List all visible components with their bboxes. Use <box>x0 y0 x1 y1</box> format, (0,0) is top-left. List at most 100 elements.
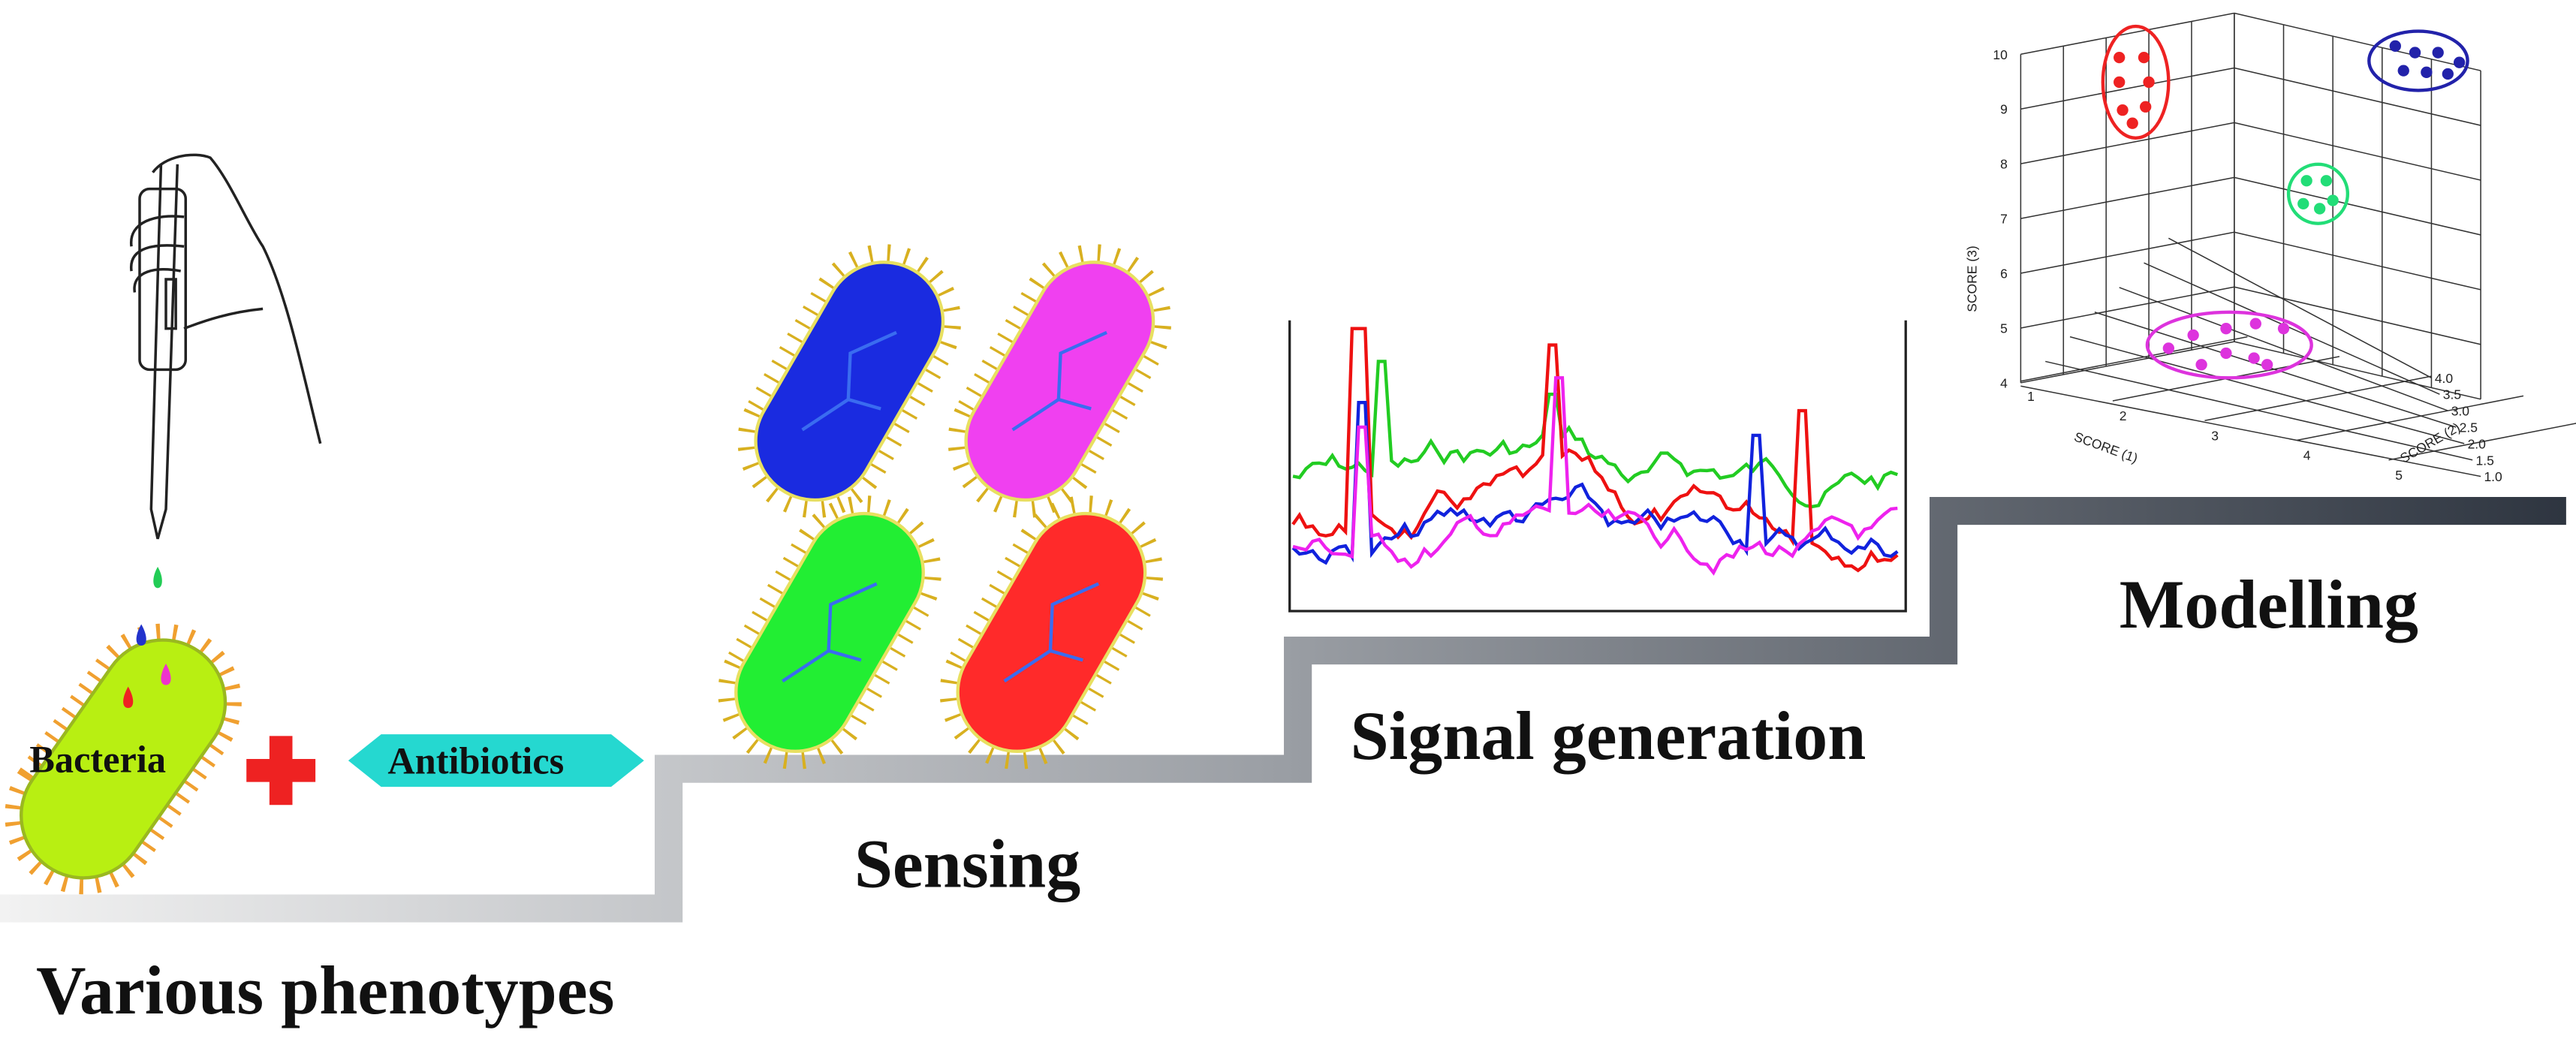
cluster-point <box>2421 66 2433 78</box>
pipette <box>130 153 322 540</box>
drop <box>161 664 171 685</box>
cluster-point <box>2114 51 2126 64</box>
z-tick-label: 8 <box>2000 157 2008 172</box>
x-tick-label: 1 <box>2027 389 2035 404</box>
grid-line <box>2234 286 2481 345</box>
cluster-point <box>2397 65 2409 77</box>
cluster-point <box>2432 47 2444 59</box>
z-tick-label: 9 <box>2000 102 2008 117</box>
stage-label: Signal generation <box>1351 697 1866 774</box>
grid-line <box>2045 360 2473 461</box>
cluster-point <box>2220 347 2232 360</box>
cluster-point <box>2300 175 2312 187</box>
z-tick-label: 5 <box>2000 321 2008 336</box>
bacterium-vein <box>1011 330 1107 432</box>
grid-line <box>2020 231 2235 274</box>
grid-line <box>2020 122 2235 164</box>
grid-line <box>2119 287 2448 411</box>
bacterium-vein <box>801 330 897 432</box>
cluster-point <box>2162 342 2175 354</box>
y-tick-label: 3.0 <box>2451 404 2470 419</box>
bacterium-vein <box>1003 582 1100 683</box>
grid-line <box>2020 176 2235 219</box>
grid-line <box>2144 262 2440 395</box>
cluster-point <box>2143 76 2155 89</box>
x-axis-label: SCORE (1) <box>2072 429 2140 465</box>
grid-line <box>2234 341 2481 400</box>
plus <box>246 736 316 806</box>
cluster-ellipse <box>2367 29 2469 92</box>
z-tick-label: 10 <box>1993 47 2008 62</box>
grid-line <box>2069 336 2465 444</box>
cluster-point <box>2220 323 2232 335</box>
y-tick-label: 2.5 <box>2460 420 2478 435</box>
grid-line <box>2234 12 2481 71</box>
stage-label: Various phenotypes <box>36 952 614 1028</box>
cluster-point <box>2442 68 2454 80</box>
grid-line <box>2388 423 2576 461</box>
cluster-point <box>2277 323 2290 335</box>
cluster-ellipse <box>2145 310 2313 380</box>
cluster-point <box>2453 56 2466 68</box>
grid-line <box>2234 67 2481 126</box>
grid-line <box>2168 237 2432 378</box>
stage-label: Modelling <box>2120 566 2418 643</box>
cluster-point <box>2297 197 2309 210</box>
z-tick-label: 7 <box>2000 212 2008 227</box>
z-axis-label: SCORE (3) <box>1964 245 1979 312</box>
score-plot: 4 5 6 7 8 9 10 1 2 3 4 5 1.01.5 2.02.53.0 3.54.0 <box>1993 12 2576 484</box>
cluster-point <box>2187 329 2199 342</box>
cluster-ellipse <box>2286 162 2350 225</box>
signal-trace <box>1292 360 1899 509</box>
z-tick-label: 6 <box>2000 267 2008 282</box>
grid-line <box>2234 231 2481 291</box>
y-tick-label: 4.0 <box>2435 371 2454 386</box>
grid-line <box>2020 12 2235 56</box>
grid-line <box>2020 336 2248 382</box>
grid-line <box>2094 312 2457 428</box>
sensing-bacteria <box>718 244 1172 769</box>
signal-frame <box>1288 320 1907 613</box>
bacterium <box>948 244 1172 519</box>
cluster-point <box>2140 101 2152 113</box>
bacterium <box>939 495 1164 769</box>
cluster-ellipse <box>2101 24 2171 140</box>
z-tick-label: 4 <box>2000 375 2008 390</box>
grid-line <box>2020 67 2235 110</box>
grid-line <box>2020 341 2235 384</box>
x-tick-label: 2 <box>2120 408 2127 423</box>
x-tick-label: 4 <box>2303 448 2311 463</box>
cluster-point <box>2138 51 2150 64</box>
bacterium-vein <box>782 582 878 683</box>
cluster-point <box>2248 352 2260 364</box>
bacteria-label: Bacteria <box>29 738 166 780</box>
antibiotic-arrow <box>348 734 644 787</box>
cluster-point <box>2117 104 2129 116</box>
grid-line <box>2234 122 2481 181</box>
cluster-point <box>2327 194 2339 206</box>
cluster-point <box>2261 359 2273 371</box>
drop <box>123 686 134 709</box>
y-tick-label: 1.5 <box>2476 453 2494 468</box>
x-tick-label: 3 <box>2211 428 2219 443</box>
grid-line <box>2296 395 2524 441</box>
antibiotics-label: Antibiotics <box>387 740 564 782</box>
cluster-point <box>2114 76 2126 89</box>
cluster-point <box>2313 203 2326 215</box>
signal-trace <box>1291 327 1899 573</box>
signal-traces <box>1291 327 1899 576</box>
cluster-point <box>2249 318 2261 330</box>
cluster-point <box>2409 47 2421 59</box>
bacterium <box>737 244 962 519</box>
stage-label: Sensing <box>854 826 1080 902</box>
grid-line <box>2020 385 2481 477</box>
y-tick-label: 2.0 <box>2468 436 2487 451</box>
grid-line <box>2020 286 2235 329</box>
x-tick-label: 5 <box>2395 468 2403 483</box>
bacterium <box>718 495 942 769</box>
cluster-point <box>2320 175 2333 187</box>
y-tick-label: 1.0 <box>2484 469 2502 484</box>
y-axis-label: SCORE (2) <box>2397 420 2463 466</box>
